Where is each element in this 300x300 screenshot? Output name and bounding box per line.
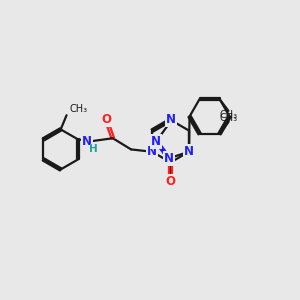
Text: CH₃: CH₃ [219,110,238,120]
Text: N: N [151,135,161,148]
Text: N: N [82,135,92,148]
Text: CH₃: CH₃ [70,104,88,114]
Text: N: N [184,145,194,158]
Text: N: N [166,113,176,127]
Text: N: N [147,145,157,158]
Text: O: O [101,113,111,127]
Text: O: O [166,175,176,188]
Text: N: N [164,152,174,165]
Text: CH₃: CH₃ [219,112,238,123]
Text: H: H [89,144,98,154]
